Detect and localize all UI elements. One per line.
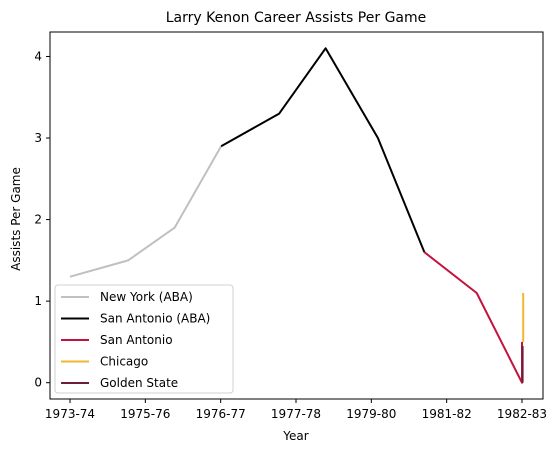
series-line [423,251,523,384]
x-tick-label: 1973-74 [45,407,95,421]
legend-box [54,284,234,394]
y-axis-title: Assists Per Game [9,167,23,271]
x-tick-label: 1977-78 [271,407,321,421]
x-tick-label: 1975-76 [120,407,170,421]
series-line [220,47,426,253]
legend-label: New York (ABA) [100,290,193,304]
legend-label: San Antonio (ABA) [100,312,210,326]
x-axis: 1973-74 1975-76 1976-77 1977-78 1979-80 1981-… [45,399,547,421]
x-tick-label: 1976-77 [196,407,246,421]
x-tick-label: 1979-80 [346,407,396,421]
series-line [69,145,222,278]
y-tick-label: 2 [34,213,42,227]
chart-title: Larry Kenon Career Assists Per Game [166,10,427,26]
y-tick-label: 0 [34,376,42,390]
x-tick-label: 1981-82 [422,407,472,421]
x-axis-title: Year [282,429,308,443]
legend-label: Chicago [100,355,148,369]
y-tick-label: 1 [34,294,42,308]
x-tick-label: 1982-83 [497,407,547,421]
legend-label: Golden State [100,376,178,390]
plot-lines [69,47,525,384]
y-tick-label: 3 [34,131,42,145]
legend-label: San Antonio [100,333,173,347]
y-axis: 0 1 2 3 4 [34,49,50,390]
legend: New York (ABA) San Antonio (ABA) San Anton… [54,284,234,394]
y-tick-label: 4 [34,49,42,63]
